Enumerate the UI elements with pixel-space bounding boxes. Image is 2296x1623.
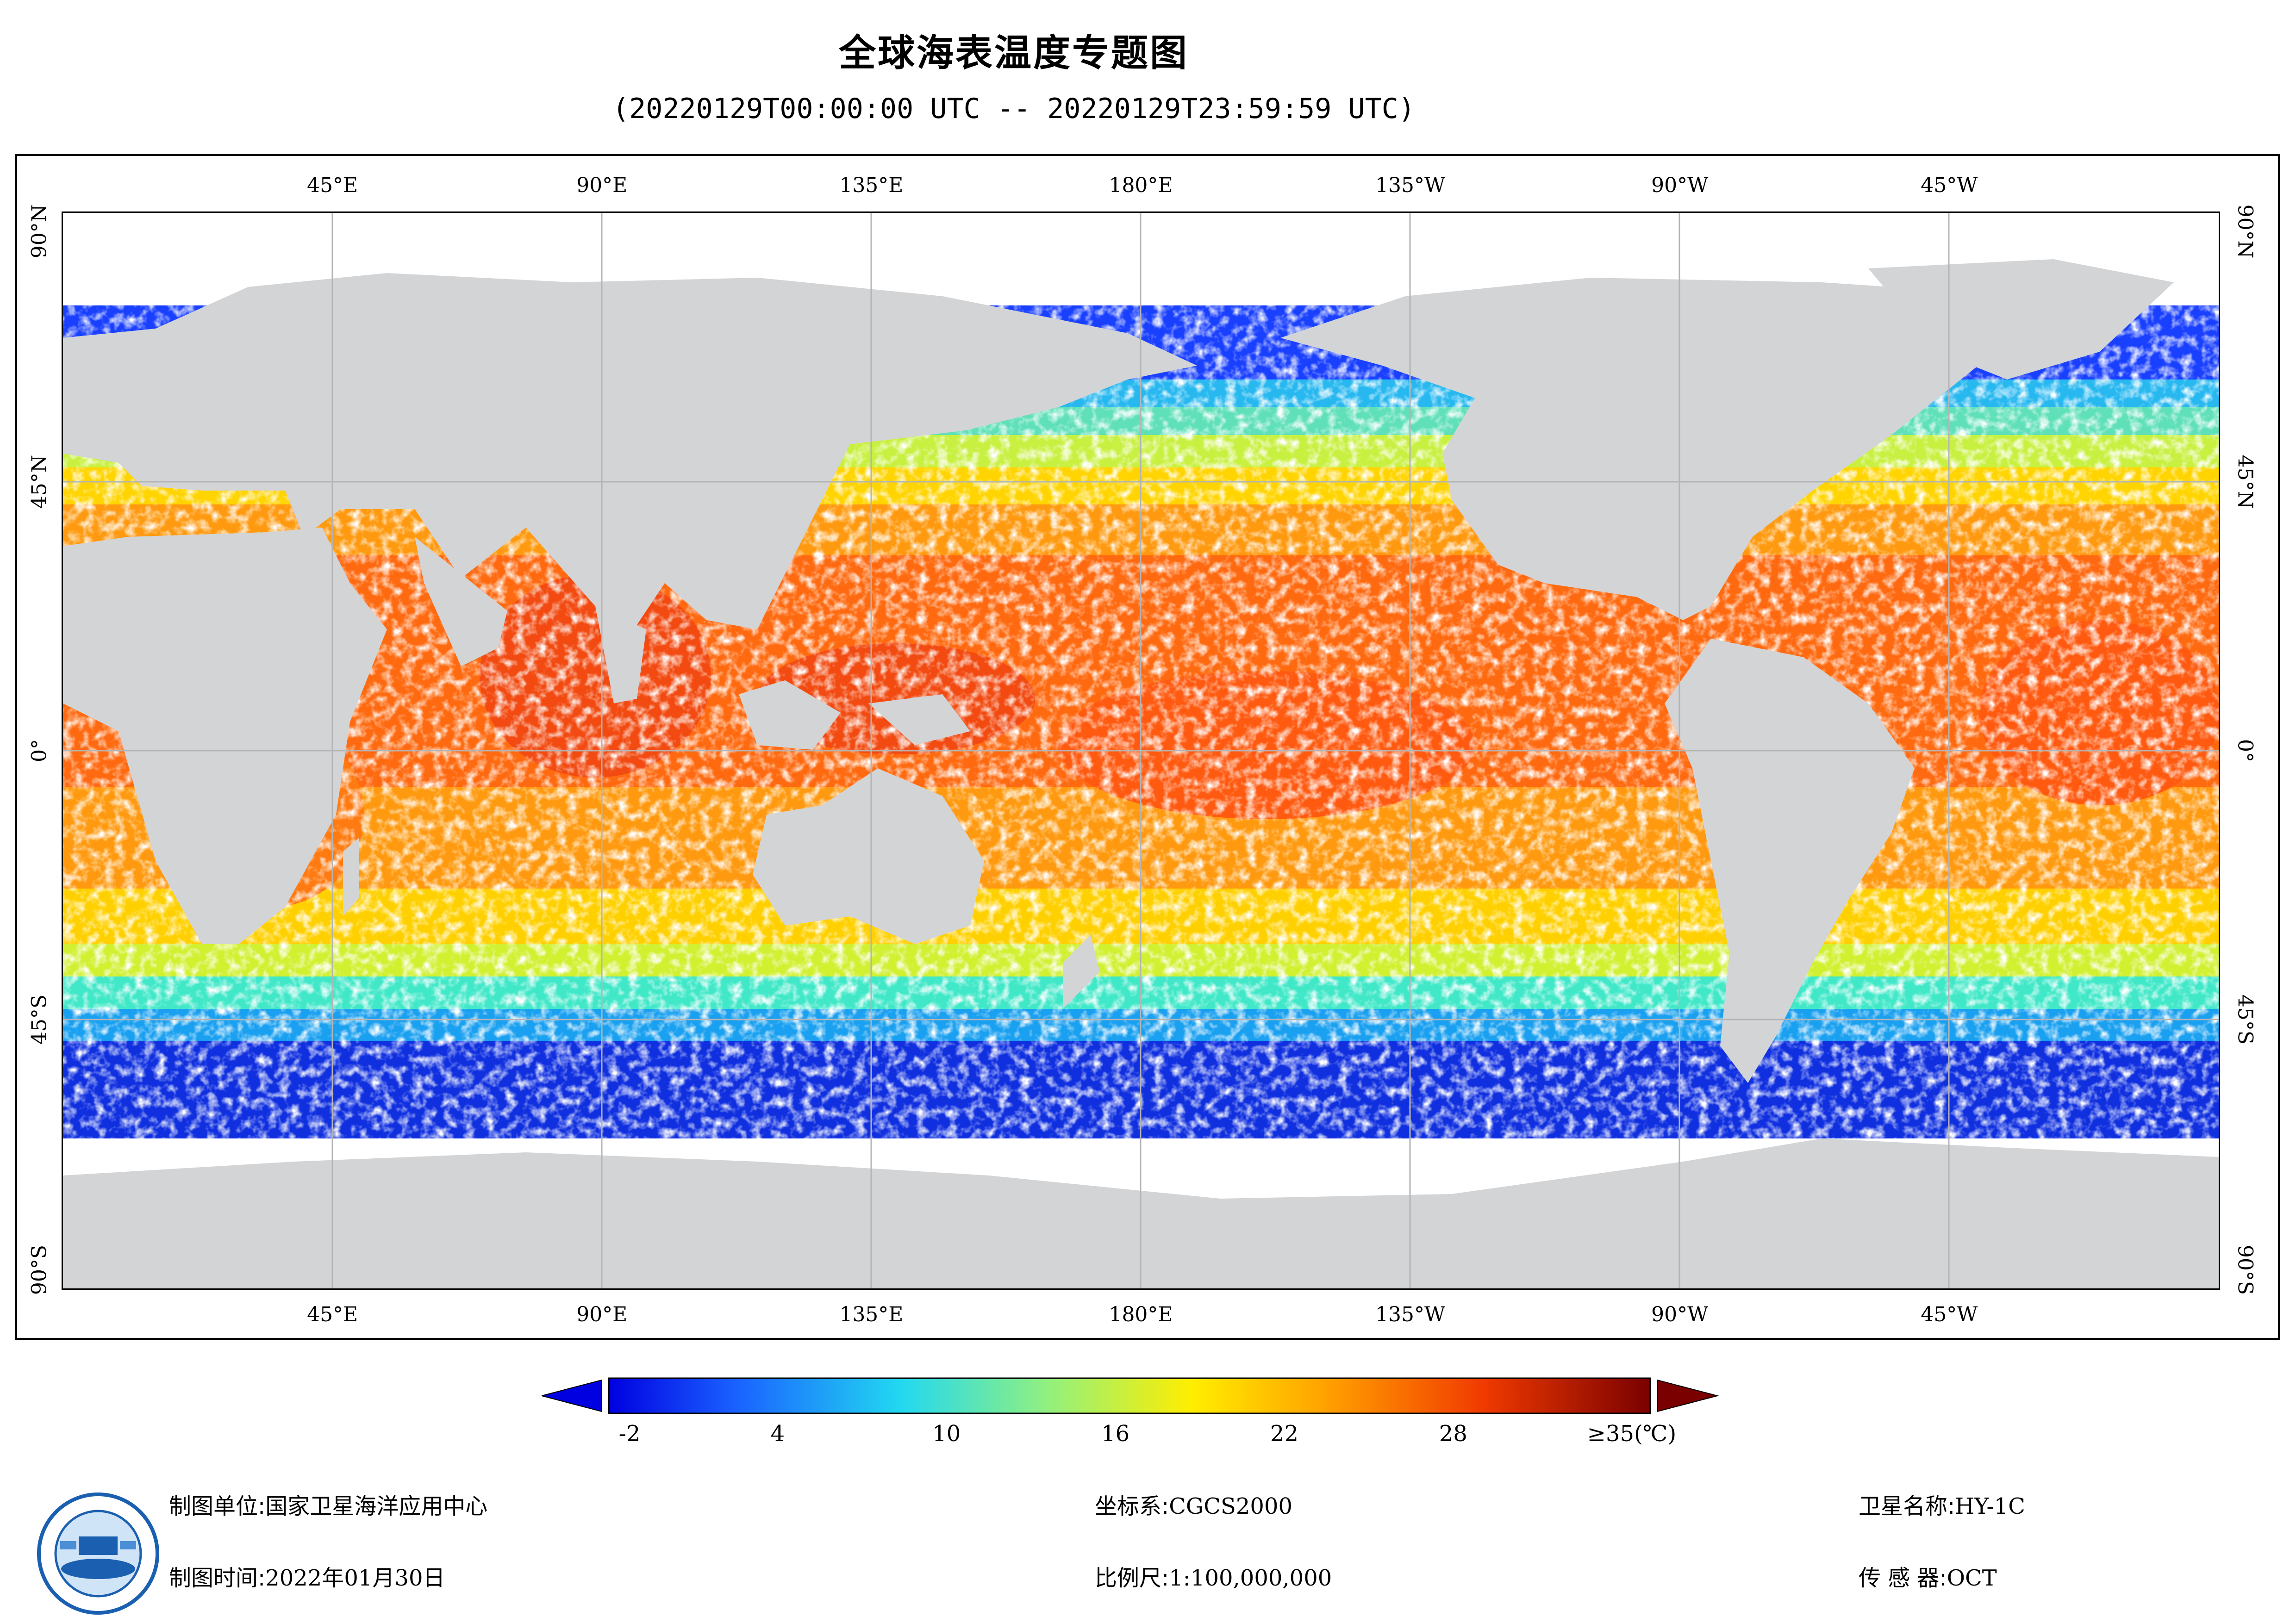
colorbar-tick-label: 4 [770, 1421, 785, 1447]
axis-tick-label: 90°E [576, 174, 628, 197]
axis-tick-label: 135°W [1375, 174, 1446, 197]
colorbar-tick-label: ≥35(℃) [1587, 1421, 1677, 1447]
axis-tick-label: 180°E [1109, 174, 1173, 197]
axis-tick-label: 135°E [839, 174, 904, 197]
axis-tick-label: 90°W [1651, 1303, 1709, 1326]
sst-map [63, 213, 2219, 1288]
axis-tick-label: 45°N [2233, 454, 2257, 509]
footer-scale: 比例尺:1:100,000,000 [1095, 1565, 1332, 1591]
map-frame [15, 154, 2280, 1340]
colorbar-tick-label: -2 [618, 1421, 641, 1447]
axis-tick-label: 45°N [27, 454, 51, 509]
axis-tick-label: 90°W [1651, 174, 1709, 197]
map-subtitle: (20220129T00:00:00 UTC -- 20220129T23:59… [612, 93, 1415, 125]
footer-org: 制图单位:国家卫星海洋应用中心 [169, 1493, 488, 1519]
axis-tick-label: 0° [2233, 739, 2257, 762]
axis-tick-label: 45°E [307, 1303, 358, 1326]
colorbar-tick-label: 16 [1101, 1421, 1130, 1447]
axis-tick-label: 90°S [27, 1244, 51, 1295]
axis-tick-label: 90°S [2233, 1244, 2257, 1295]
footer-satellite: 卫星名称:HY-1C [1859, 1493, 2025, 1519]
colorbar-high-arrow [1657, 1379, 1719, 1412]
axis-tick-label: 90°E [576, 1303, 628, 1326]
axis-tick-label: 135°E [839, 1303, 904, 1326]
sst-colorbar [542, 1377, 1719, 1414]
footer-time: 制图时间:2022年01月30日 [169, 1565, 445, 1591]
graticule [63, 213, 2219, 1288]
footer-sensor: 传 感 器:OCT [1859, 1565, 1997, 1591]
colorbar-tick-label: 10 [932, 1421, 961, 1447]
axis-tick-label: 45°E [307, 174, 358, 197]
axis-tick-label: 0° [27, 739, 51, 762]
colorbar-ramp [608, 1377, 1651, 1414]
axis-tick-label: 45°S [27, 994, 51, 1045]
colorbar-low-arrow [542, 1379, 602, 1412]
colorbar-tick-label: 28 [1439, 1421, 1467, 1447]
colorbar-tick-label: 22 [1270, 1421, 1298, 1447]
axis-tick-label: 90°N [2233, 204, 2257, 259]
agency-logo-icon [35, 1490, 162, 1617]
axis-tick-label: 45°W [1921, 1303, 1978, 1326]
axis-tick-label: 180°E [1109, 1303, 1173, 1326]
axis-tick-label: 45°W [1921, 174, 1978, 197]
axis-tick-label: 135°W [1375, 1303, 1446, 1326]
map-area [62, 211, 2220, 1290]
footer-crs: 坐标系:CGCS2000 [1095, 1493, 1293, 1519]
axis-tick-label: 45°S [2233, 994, 2257, 1045]
axis-tick-label: 90°N [27, 204, 51, 259]
map-title: 全球海表温度专题图 [839, 31, 1189, 75]
